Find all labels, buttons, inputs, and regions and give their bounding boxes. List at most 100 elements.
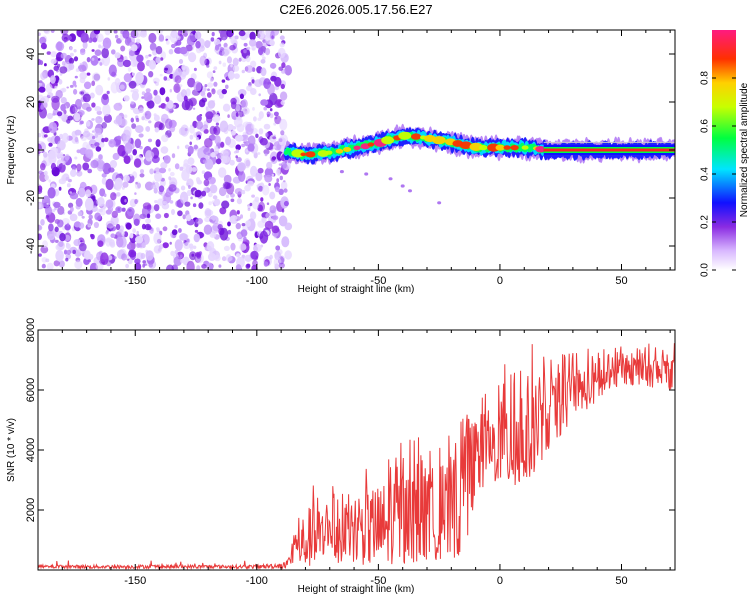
noise-blob (144, 181, 154, 191)
noise-blob (38, 170, 43, 175)
noise-blob (257, 167, 264, 174)
noise-blob (246, 46, 251, 51)
noise-blob (232, 126, 237, 130)
noise-blob (158, 34, 165, 42)
snr-series-line (38, 343, 675, 570)
noise-blob (271, 173, 274, 177)
noise-blob (64, 234, 71, 241)
signal-hotspot (305, 151, 316, 158)
noise-blob (189, 134, 194, 140)
noise-blob (123, 114, 128, 118)
snr-axes: -150 -100 -50 0 50 2000 4000 6000 8000 (25, 318, 675, 587)
noise-blob (98, 154, 103, 160)
noise-blob (145, 126, 151, 132)
signal-hotspot (459, 141, 472, 149)
noise-blob (44, 174, 49, 181)
spectrogram-xtick-label: -100 (246, 275, 268, 287)
noise-blob (235, 149, 240, 154)
noise-blob (166, 100, 174, 109)
noise-blob (39, 107, 47, 119)
noise-blob (64, 224, 71, 231)
noise-blob (174, 250, 179, 254)
noise-blob (153, 204, 160, 212)
signal-hotspot (411, 133, 422, 140)
noise-blob (66, 249, 72, 255)
noise-blob (169, 241, 172, 245)
noise-blob (87, 168, 93, 174)
noise-blob (146, 225, 152, 230)
noise-blob (207, 100, 216, 109)
noise-blob (123, 174, 130, 182)
noise-blob (57, 63, 61, 68)
noise-blob (189, 251, 197, 261)
noise-blob (58, 178, 66, 185)
noise-blob (52, 112, 56, 116)
noise-blob (61, 132, 69, 143)
noise-blob (278, 262, 285, 269)
noise-blob (74, 260, 83, 270)
snr-xtick-label: -100 (246, 575, 268, 587)
noise-blob (74, 156, 78, 160)
noise-blob (232, 216, 238, 220)
noise-blob (123, 155, 131, 164)
noise-blob (134, 30, 142, 38)
noise-blob (230, 63, 233, 68)
noise-blob (99, 188, 106, 197)
noise-blob (95, 116, 103, 124)
noise-blob (124, 142, 133, 154)
noise-blob (58, 163, 66, 173)
noise-blob (211, 31, 215, 37)
noise-blob (251, 47, 255, 51)
noise-blob (80, 49, 86, 56)
noise-blob (279, 175, 283, 181)
noise-blob (43, 134, 48, 138)
noise-blob (211, 215, 216, 221)
noise-blob (255, 171, 263, 182)
noise-blob (90, 233, 94, 238)
noise-blob (219, 207, 227, 215)
noise-blob (161, 134, 169, 143)
noise-blob (195, 217, 204, 225)
snr-content (38, 343, 675, 570)
noise-blob (281, 236, 290, 248)
noise-blob (235, 144, 241, 151)
stray-blob (364, 172, 369, 176)
signal-hotspot (335, 148, 344, 154)
noise-blob (204, 40, 211, 49)
noise-blob (128, 208, 132, 212)
noise-blob (164, 67, 168, 71)
noise-blob (130, 89, 134, 93)
noise-blob (177, 145, 180, 150)
noise-blob (245, 220, 251, 228)
noise-blob (57, 219, 64, 228)
noise-blob (59, 66, 68, 74)
noise-blob (264, 48, 271, 56)
noise-blob (50, 51, 58, 58)
noise-blob (135, 125, 144, 134)
noise-blob (235, 112, 239, 117)
noise-blob (185, 214, 192, 222)
noise-blob (233, 73, 240, 79)
noise-blob (271, 35, 274, 39)
noise-blob (77, 106, 81, 110)
noise-blob (221, 88, 227, 95)
noise-blob (258, 128, 264, 135)
noise-blob (145, 218, 152, 224)
signal-hotspot (479, 145, 488, 151)
noise-blob (177, 210, 183, 217)
noise-blob (225, 194, 230, 199)
noise-blob (104, 30, 111, 36)
snr-ytick-label: 8000 (25, 318, 37, 342)
noise-blob (174, 224, 178, 229)
noise-blob (93, 221, 99, 229)
noise-blob (73, 221, 81, 228)
noise-blob (274, 76, 282, 87)
noise-blob (247, 207, 251, 211)
noise-blob (258, 47, 264, 56)
noise-blob (253, 116, 257, 122)
noise-blob (81, 102, 91, 110)
noise-blob (267, 83, 275, 96)
noise-blob (43, 170, 48, 176)
noise-blob (60, 52, 67, 59)
noise-blob (239, 243, 247, 251)
